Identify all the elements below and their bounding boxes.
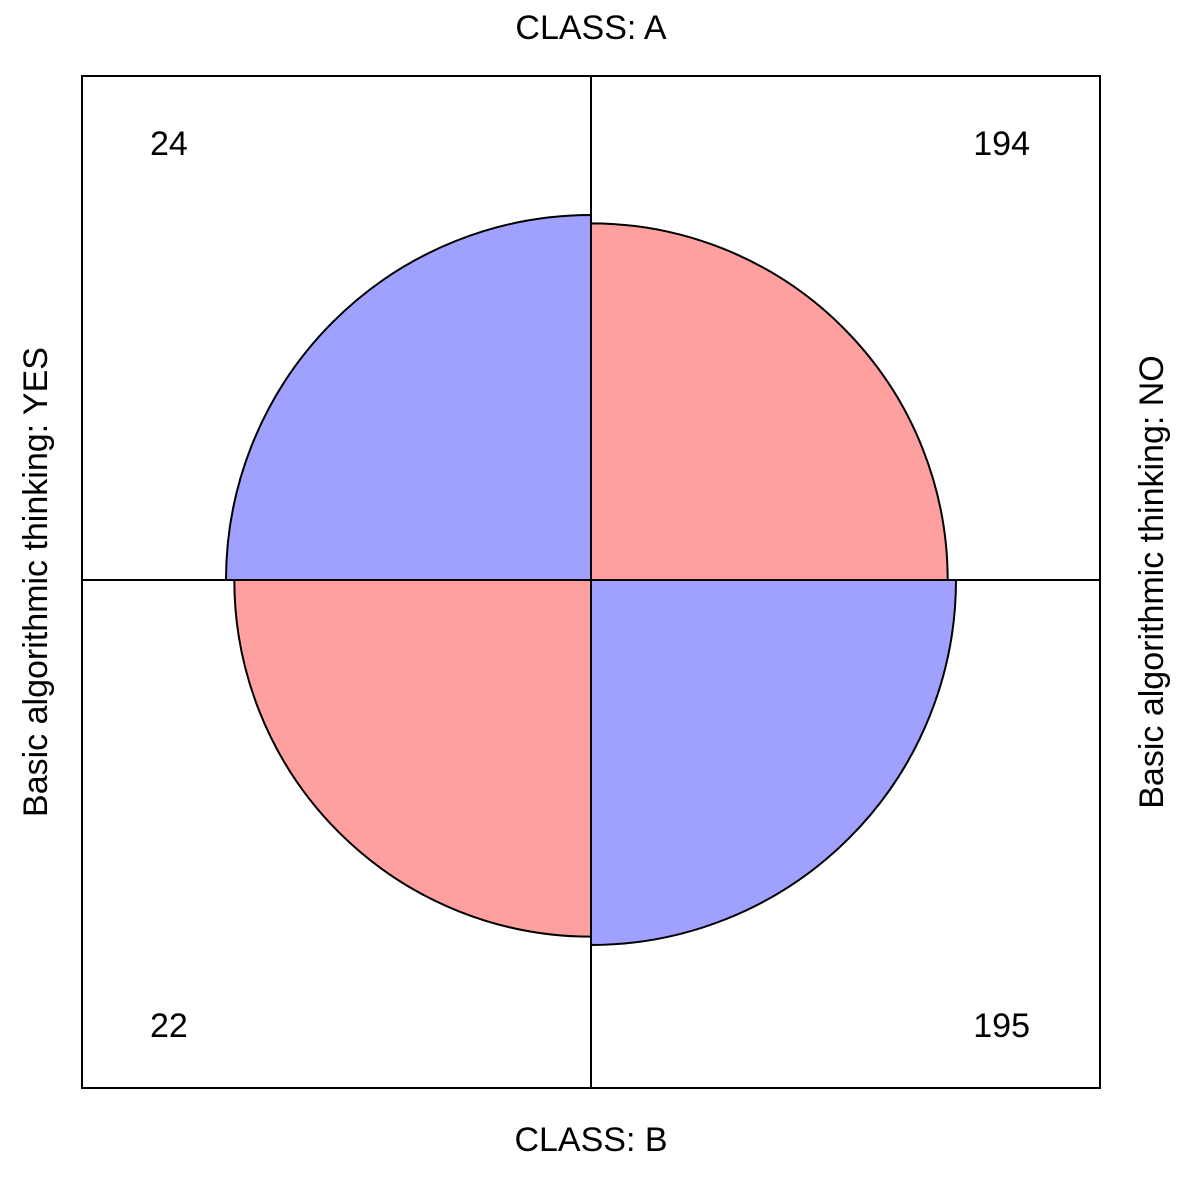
quadrant-wedge (224, 213, 592, 581)
wedges (224, 213, 958, 947)
top-label: CLASS: A (515, 9, 667, 47)
cell-count: 195 (973, 1007, 1030, 1045)
quadrant-wedge (590, 579, 958, 947)
cell-count: 22 (150, 1007, 188, 1045)
cell-count: 194 (973, 125, 1030, 163)
cell-count: 24 (150, 125, 188, 163)
bottom-label: CLASS: B (514, 1121, 667, 1159)
right-label: Basic algorithmic thinking: NO (1133, 355, 1171, 809)
left-label: Basic algorithmic thinking: YES (17, 347, 55, 817)
quadrant-wedge (590, 222, 949, 581)
quadrant-wedge (233, 579, 592, 938)
